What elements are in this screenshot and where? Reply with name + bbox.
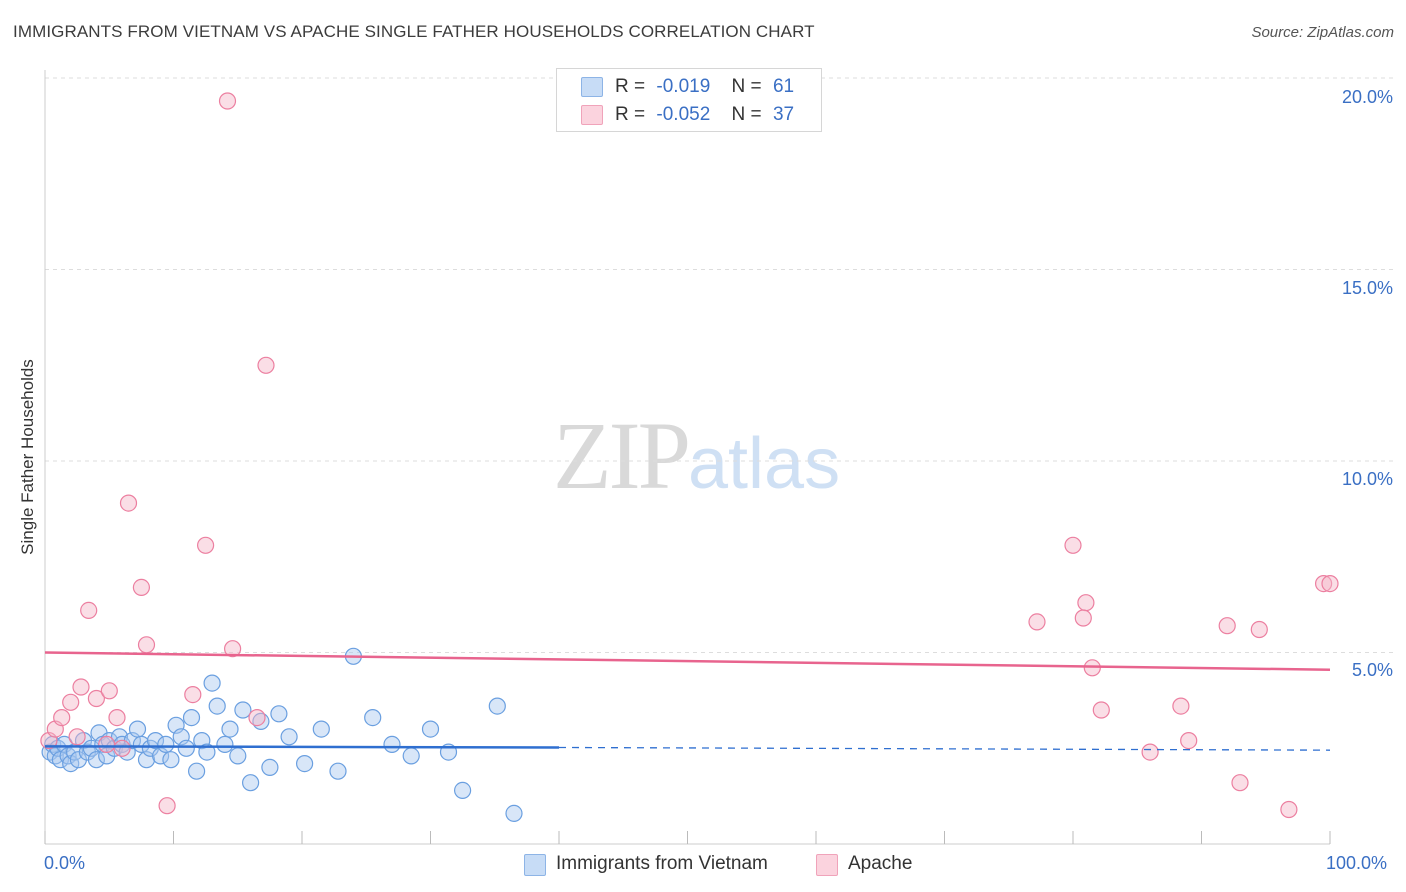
vietnam-point <box>216 735 234 754</box>
apache-point <box>1077 594 1095 612</box>
vietnam-point <box>188 762 206 780</box>
bottom-legend-swatch-vietnam <box>524 854 546 876</box>
vietnam-point <box>87 751 106 769</box>
legend-n-value: 61 <box>772 76 795 97</box>
bottom-legend-label: Apache <box>848 853 913 874</box>
vietnam-point <box>203 674 221 692</box>
vietnam-point <box>505 804 523 823</box>
legend-r-label: R = <box>615 104 646 125</box>
vietnam-point <box>221 720 239 738</box>
vietnam-point <box>198 743 216 761</box>
legend-r-label: R = <box>615 76 646 97</box>
vietnam-point <box>157 735 175 754</box>
apache-point <box>100 682 118 700</box>
apache-point <box>1028 613 1046 631</box>
x-min-label: 0.0% <box>44 853 86 873</box>
apache-point <box>137 636 156 654</box>
vietnam-point <box>364 708 382 727</box>
apache-point <box>1280 800 1298 819</box>
watermark-zip: ZIP <box>553 402 691 509</box>
legend-n-value: 37 <box>772 104 795 125</box>
apache-point <box>218 92 237 110</box>
vietnam-point <box>312 720 330 738</box>
vietnam-point <box>402 747 420 765</box>
vietnam-point <box>128 720 147 738</box>
legend-r-value: -0.052 <box>656 104 711 125</box>
legend-swatch-apache <box>581 105 603 125</box>
apache-point <box>1231 774 1249 792</box>
vietnam-trend-extension <box>558 746 1331 751</box>
apache-point <box>1064 536 1082 554</box>
apache-point <box>53 708 71 727</box>
vietnam-point <box>261 758 279 777</box>
bottom-legend-swatch-apache <box>816 854 838 876</box>
y-tick-label: 20.0% <box>1341 87 1393 107</box>
source-label: Source: ZipAtlas.com <box>1251 24 1394 41</box>
apache-point <box>1250 620 1268 639</box>
vietnam-point <box>421 720 440 738</box>
apache-point <box>158 797 176 815</box>
vietnam-point <box>383 735 401 754</box>
vietnam-point <box>242 774 260 792</box>
apache-point <box>224 640 242 658</box>
chart-title: IMMIGRANTS FROM VIETNAM VS APACHE SINGLE… <box>13 22 815 41</box>
apache-point <box>184 685 202 704</box>
vietnam-point <box>488 697 506 715</box>
vietnam-point <box>229 747 247 765</box>
x-max-label: 100.0% <box>1326 853 1388 873</box>
apache-point <box>72 678 90 696</box>
vietnam-point <box>208 697 226 715</box>
apache-trend-line <box>44 651 1331 671</box>
vietnam-point <box>146 731 165 750</box>
vietnam-point <box>296 754 314 773</box>
legend: R = -0.019 N = 61 R = -0.052 N = 37 <box>556 68 822 132</box>
apache-point <box>68 728 86 746</box>
vietnam-point <box>177 739 195 757</box>
apache-point <box>248 708 266 727</box>
apache-point <box>98 735 116 754</box>
legend-r-value: -0.019 <box>656 76 711 97</box>
vietnam-point <box>329 762 347 780</box>
vietnam-point <box>280 728 298 746</box>
watermark: ZIPatlas <box>553 400 840 511</box>
apache-point <box>1172 697 1190 715</box>
apache-point <box>1321 574 1339 593</box>
y-tick-label: 5.0% <box>1351 660 1393 680</box>
apache-point <box>62 693 80 711</box>
apache-point <box>1218 617 1236 635</box>
vietnam-point <box>132 735 150 754</box>
bottom-legend-label: Immigrants from Vietnam <box>556 853 768 874</box>
vietnam-trend-line <box>44 745 560 749</box>
apache-point <box>1074 609 1092 627</box>
vietnam-point <box>162 751 180 769</box>
vietnam-point <box>182 708 201 727</box>
watermark-atlas: atlas <box>688 424 841 504</box>
apache-point <box>80 601 98 620</box>
vietnam-point <box>234 701 252 719</box>
apache-point <box>257 356 275 374</box>
apache-point <box>119 494 138 512</box>
apache-point <box>1141 743 1159 761</box>
apache-point <box>1180 731 1198 750</box>
apache-point <box>108 708 126 727</box>
vietnam-point <box>270 705 288 723</box>
legend-n-label: N = <box>731 104 762 125</box>
y-tick-label: 10.0% <box>1341 469 1393 489</box>
apache-point <box>132 578 150 597</box>
apache-point <box>197 536 215 554</box>
apache-point <box>1314 574 1333 593</box>
apache-point <box>1092 701 1110 719</box>
legend-swatch-vietnam <box>581 77 603 97</box>
apache-point <box>113 739 131 757</box>
vietnam-point <box>454 781 472 800</box>
apache-point <box>87 689 106 708</box>
y-tick-label: 15.0% <box>1341 278 1393 298</box>
legend-n-label: N = <box>731 76 762 97</box>
